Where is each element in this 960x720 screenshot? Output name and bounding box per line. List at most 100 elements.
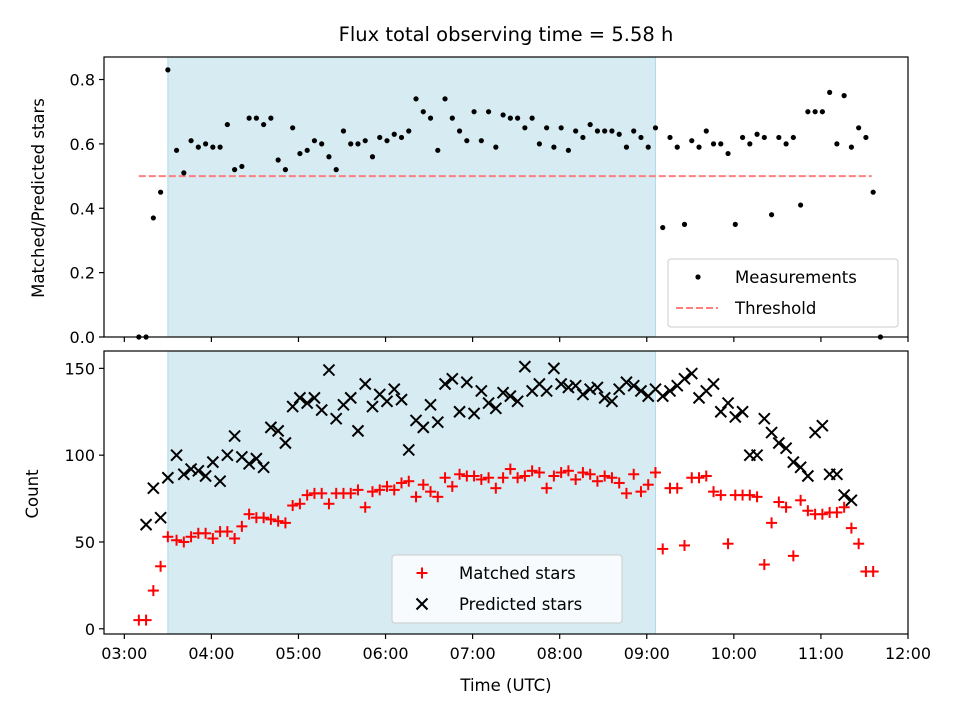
y-tick-label: 0.4: [70, 199, 95, 218]
x-tick-label: 11:00: [798, 644, 844, 663]
data-point: [620, 487, 632, 499]
data-point: [562, 381, 575, 394]
x-tick-label: 12:00: [885, 644, 931, 663]
data-point: [689, 138, 695, 144]
data-point: [555, 467, 567, 479]
data-point: [432, 491, 444, 503]
data-point: [417, 421, 430, 434]
data-point: [355, 141, 361, 147]
data-point: [541, 482, 553, 494]
data-point: [744, 489, 756, 501]
chart-title: Flux total observing time = 5.58 h: [339, 23, 674, 46]
data-point: [165, 67, 171, 73]
data-point: [551, 144, 557, 150]
data-point: [504, 463, 516, 475]
data-point: [790, 134, 796, 141]
data-point: [340, 128, 347, 134]
x-tick-label: 05:00: [275, 644, 321, 663]
data-point: [758, 412, 771, 425]
data-point: [425, 486, 437, 498]
data-point: [635, 486, 647, 498]
data-point: [768, 212, 775, 218]
data-point: [449, 115, 455, 121]
data-point: [548, 470, 560, 482]
data-point: [718, 141, 724, 147]
data-point: [598, 391, 611, 405]
x-tick-label: 09:00: [624, 644, 670, 663]
data-point: [139, 518, 153, 531]
data-point: [188, 138, 194, 144]
data-point: [275, 157, 281, 163]
x-tick-label: 06:00: [362, 644, 408, 663]
data-point: [761, 134, 767, 141]
data-point: [722, 538, 734, 550]
data-point: [253, 115, 259, 121]
data-point: [642, 479, 654, 491]
x-tick-label: 04:00: [188, 644, 234, 663]
data-point: [645, 144, 651, 150]
y-tick-label: 0.0: [70, 328, 95, 347]
data-point: [294, 498, 306, 510]
data-point: [754, 131, 760, 137]
data-point: [620, 376, 633, 389]
series-measurements: [136, 67, 884, 340]
data-point: [446, 372, 459, 385]
data-point: [287, 500, 299, 512]
observing-window: [167, 56, 656, 338]
data-point: [511, 395, 524, 408]
data-point: [475, 473, 487, 485]
data-point: [377, 134, 383, 141]
data-point: [173, 147, 180, 153]
data-point: [562, 465, 574, 477]
data-point: [483, 472, 495, 484]
data-point: [536, 141, 542, 147]
data-point: [529, 115, 535, 121]
data-point: [758, 559, 770, 571]
data-point: [380, 395, 394, 408]
data-point: [490, 482, 502, 494]
data-point: [867, 565, 879, 577]
data-point: [853, 538, 865, 550]
data-point: [634, 384, 648, 398]
data-point: [348, 141, 354, 147]
data-point: [199, 469, 212, 483]
data-point: [261, 121, 267, 128]
data-point: [787, 455, 800, 469]
data-point: [242, 457, 256, 471]
data-point: [210, 144, 216, 150]
data-point: [297, 150, 303, 157]
data-point: [264, 421, 278, 434]
legend-label: Measurements: [735, 268, 857, 287]
data-point: [656, 389, 669, 403]
data-point: [384, 138, 390, 144]
data-point: [381, 480, 393, 492]
data-point: [547, 362, 561, 375]
data-point: [554, 377, 568, 391]
data-point: [286, 400, 299, 413]
data-point: [577, 467, 589, 479]
y-tick-label: 150: [64, 359, 95, 378]
data-point: [344, 391, 357, 405]
data-point: [609, 128, 615, 134]
data-point: [747, 141, 753, 147]
data-point: [599, 470, 611, 482]
y-tick-label: 0: [85, 620, 95, 639]
data-point: [780, 501, 792, 513]
data-point: [323, 498, 335, 510]
data-point: [257, 461, 270, 474]
data-point: [439, 472, 451, 484]
data-point: [674, 144, 680, 150]
data-point: [453, 405, 466, 418]
data-point: [250, 452, 263, 465]
plot-frame: [103, 350, 909, 635]
data-point: [751, 491, 763, 503]
data-point: [147, 585, 159, 597]
data-point: [707, 377, 720, 391]
data-point: [663, 384, 677, 398]
data-point: [700, 470, 712, 482]
data-point: [366, 400, 379, 413]
data-point: [841, 93, 847, 99]
data-point: [703, 128, 709, 134]
data-point: [714, 405, 727, 418]
